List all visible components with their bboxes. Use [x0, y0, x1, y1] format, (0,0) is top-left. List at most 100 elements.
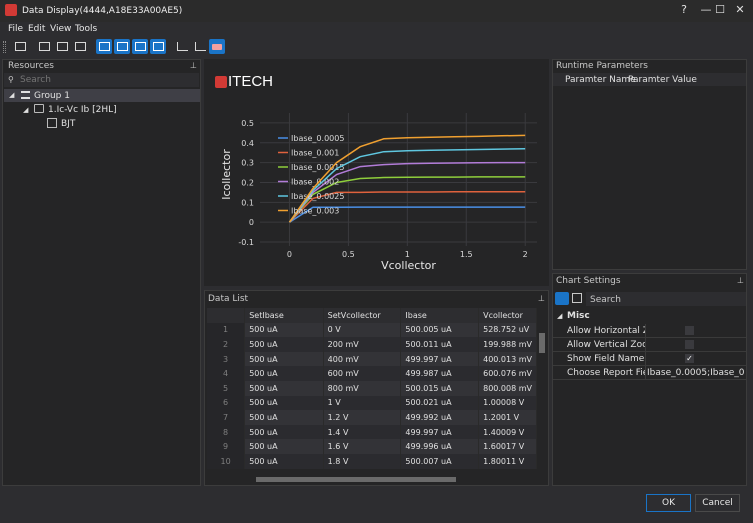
collapse-arrow-icon[interactable]: ◢	[23, 106, 29, 114]
legend-label: Ibase_0.001	[291, 149, 339, 158]
collapse-arrow-icon[interactable]: ◢	[557, 312, 563, 320]
column-header[interactable]: SetVcollector	[323, 308, 402, 323]
runtime-col-name[interactable]: Paramter Name	[565, 75, 636, 85]
chart-panel	[204, 59, 549, 286]
close-button[interactable]: ✕	[735, 3, 745, 16]
table-row[interactable]: 6 500 uA 1 V 500.021 uA 1.00008 V	[207, 395, 537, 411]
table-cell: 500 uA	[244, 395, 324, 411]
row-number: 1	[207, 322, 246, 338]
series-line	[288, 147, 526, 223]
tree-group-label: Group 1	[34, 91, 70, 101]
property-checkbox[interactable]: ✓	[685, 354, 694, 363]
table-cell: 499.996 uA	[400, 439, 480, 454]
categorized-view-icon[interactable]	[555, 292, 569, 305]
row-number: 2	[207, 337, 246, 352]
title-bar	[0, 0, 753, 22]
table-cell: 500 uA	[244, 322, 324, 338]
tree-leaf-label[interactable]: BJT	[61, 119, 76, 129]
table-cell: 500.005 uA	[400, 322, 480, 338]
table-cell: 1.2001 V	[478, 410, 537, 425]
category-label: Misc	[567, 311, 590, 321]
help-button[interactable]: ?	[681, 3, 687, 16]
copy-icon[interactable]	[72, 39, 88, 54]
scrollbar-thumb[interactable]	[256, 477, 456, 482]
export-data-icon[interactable]	[54, 39, 70, 54]
table-row[interactable]: 4 500 uA 600 mV 499.987 uA 600.076 mV	[207, 366, 537, 381]
table-cell: 800.008 mV	[478, 380, 537, 396]
property-value[interactable]: Ibase_0.0005;Ibase_0.⋯	[647, 368, 745, 378]
column-header[interactable]: SetIbase	[244, 308, 324, 323]
y-tick-label: -0.1	[238, 238, 254, 247]
legend-label: Ibase_0.003	[291, 207, 339, 216]
pin-icon[interactable]: ⊥	[737, 276, 744, 285]
axis-y-icon[interactable]	[192, 39, 208, 54]
property-grid-divider	[645, 324, 646, 380]
property-row	[553, 338, 746, 352]
dialog-footer	[0, 488, 753, 523]
runtime-col-value[interactable]: Paramter Value	[628, 75, 697, 85]
x-tick-label: 1.5	[460, 250, 473, 259]
resources-search-input[interactable]	[4, 73, 199, 87]
table-row[interactable]: 7 500 uA 1.2 V 499.992 uA 1.2001 V	[207, 410, 537, 425]
minimize-button[interactable]: —	[700, 3, 712, 16]
chart-logo: ITECH	[228, 73, 273, 90]
axis-x-icon[interactable]	[174, 39, 190, 54]
table-header-row: SetIbase SetVcollector Ibase Vcollector	[207, 308, 537, 323]
row-number: 10	[207, 453, 246, 469]
chart-svg: 0.5 0.4 0.3 0.2 0.1 0 -0.1 0 0.5 1 1.5 2 Vcollector I…	[220, 113, 537, 272]
pin-icon[interactable]: ⊥	[190, 61, 197, 70]
table-cell: 499.997 uA	[400, 424, 480, 440]
table-row[interactable]: 8 500 uA 1.4 V 499.997 uA 1.40009 V	[207, 424, 537, 440]
chart-view-icon[interactable]	[96, 39, 112, 54]
table-cell: 1.2 V	[323, 410, 402, 425]
settings-search-input[interactable]	[586, 292, 746, 306]
table-row[interactable]: 5 500 uA 800 mV 500.015 uA 800.008 mV	[207, 380, 537, 396]
property-checkbox[interactable]	[685, 340, 694, 349]
property-label: Allow Vertical Zoom	[567, 340, 645, 350]
menu-file[interactable]: File	[8, 24, 24, 34]
table-row[interactable]: 10 500 uA 1.8 V 500.007 uA 1.80011 V	[207, 453, 537, 469]
cancel-button[interactable]: Cancel	[695, 494, 740, 512]
export-image-icon[interactable]	[36, 39, 52, 54]
table-cell: 1.60017 V	[478, 439, 537, 454]
table-cell: 400 mV	[323, 351, 402, 367]
tree-item-group[interactable]	[4, 89, 200, 102]
group-list-icon	[21, 91, 30, 99]
legend-label: Ibase_0.0025	[291, 192, 344, 201]
table-row[interactable]: 2 500 uA 200 mV 500.011 uA 199.988 mV	[207, 337, 537, 352]
menu-edit[interactable]: Edit	[28, 24, 46, 34]
pin-icon[interactable]: ⊥	[538, 294, 545, 303]
print-icon[interactable]	[12, 39, 28, 54]
column-header[interactable]: Vcollector	[478, 308, 537, 323]
property-row	[553, 324, 746, 338]
resources-title: Resources	[8, 61, 54, 71]
menu-tools[interactable]: Tools	[75, 24, 98, 34]
table-row[interactable]: 9 500 uA 1.6 V 499.996 uA 1.60017 V	[207, 439, 537, 454]
table-cell: 500.015 uA	[400, 380, 480, 396]
table-view-icon[interactable]	[114, 39, 130, 54]
property-checkbox[interactable]	[685, 326, 694, 335]
table-cell: 500.011 uA	[400, 337, 480, 352]
table-row[interactable]: 3 500 uA 400 mV 499.997 uA 400.013 mV	[207, 351, 537, 367]
chart-settings-title: Chart Settings	[556, 276, 621, 286]
toolbar-grip[interactable]	[3, 41, 6, 53]
scrollbar-thumb[interactable]	[539, 333, 545, 353]
tree-child-label[interactable]: 1.Ic-Vc Ib [2HL]	[48, 105, 117, 115]
table-row[interactable]: 1 500 uA 0 V 500.005 uA 528.752 uV	[207, 322, 537, 338]
collapse-arrow-icon[interactable]: ◢	[9, 91, 15, 99]
table-cell: 1.80011 V	[478, 453, 537, 469]
column-header[interactable]: Ibase	[400, 308, 480, 323]
table-cell: 1.8 V	[323, 453, 402, 469]
table-cell: 500 uA	[244, 424, 324, 440]
menu-view[interactable]: View	[50, 24, 72, 34]
table-cell: 1.4 V	[323, 424, 402, 440]
maximize-button[interactable]: ☐	[715, 3, 725, 16]
legend-label: Ibase_0.0005	[291, 134, 344, 143]
eraser-icon[interactable]	[209, 39, 225, 54]
split-view-icon[interactable]	[132, 39, 148, 54]
alphabetical-view-icon[interactable]	[572, 293, 582, 303]
settings-view-icon[interactable]	[150, 39, 166, 54]
ok-button[interactable]: OK	[646, 494, 691, 512]
x-tick-label: 0.5	[342, 250, 355, 259]
vertical-scrollbar[interactable]	[538, 321, 546, 463]
